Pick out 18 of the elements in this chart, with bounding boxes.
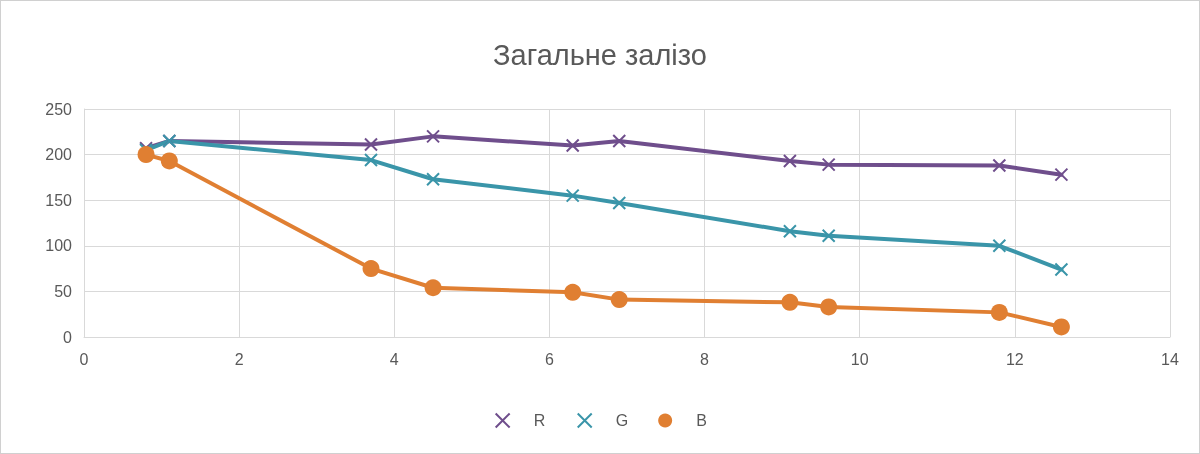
legend-label: B (696, 412, 707, 429)
chart-title: Загальне залізо (493, 38, 707, 71)
y-tick-label: 250 (45, 100, 73, 118)
x-tick-label: 8 (700, 350, 710, 368)
y-tick-label: 0 (63, 328, 73, 346)
x-tick-label: 2 (234, 350, 244, 368)
y-tick-label: 50 (54, 282, 73, 300)
legend-label: G (615, 412, 629, 429)
x-tick-label: 12 (1005, 350, 1024, 368)
legend-label: R (533, 412, 546, 429)
y-tick-label: 100 (45, 237, 73, 255)
y-tick-label: 200 (45, 146, 73, 164)
x-tick-label: 10 (850, 350, 869, 368)
x-tick-label: 4 (389, 350, 399, 368)
x-tick-label: 6 (544, 350, 554, 368)
y-tick-label: 150 (45, 191, 73, 209)
x-tick-label: 0 (79, 350, 89, 368)
x-tick-label: 14 (1161, 350, 1179, 368)
